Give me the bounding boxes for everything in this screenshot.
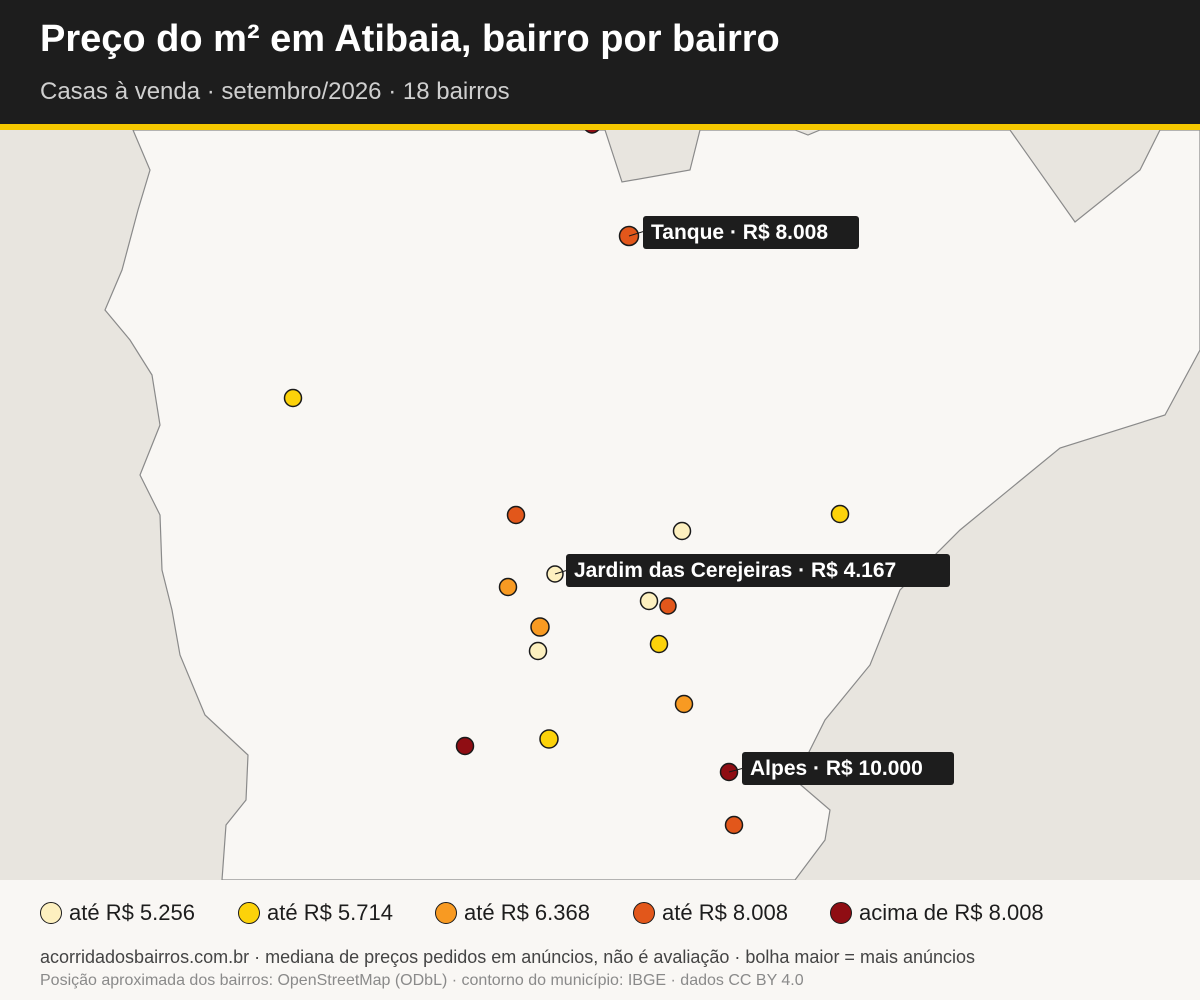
callout-tanque-label: Tanque · R$ 8.008 [651, 221, 828, 244]
legend-item-3: até R$ 6.368 [435, 898, 590, 928]
marker-neighborhood[interactable] [530, 617, 550, 637]
legend-item-5: acima de R$ 8.008 [830, 898, 1044, 928]
marker-neighborhood[interactable] [539, 729, 559, 749]
callout-alpes-label: Alpes · R$ 10.000 [750, 757, 923, 780]
marker-neighborhood[interactable] [528, 641, 548, 661]
legend-swatch [435, 902, 457, 924]
legend-swatch [238, 902, 260, 924]
marker-neighborhood[interactable] [830, 504, 850, 524]
marker-neighborhood[interactable] [455, 736, 475, 756]
page-title: Preço do m² em Atibaia, bairro por bairr… [40, 18, 780, 60]
marker-top-edge[interactable] [584, 130, 600, 134]
map-svg: Tanque · R$ 8.008 Jardim das Cerejeiras … [0, 130, 1200, 880]
price-legend: até R$ 5.256 até R$ 5.714 até R$ 6.368 a… [0, 880, 1200, 940]
header-bar: Preço do m² em Atibaia, bairro por bairr… [0, 0, 1200, 124]
legend-label: até R$ 8.008 [662, 900, 788, 925]
callout-tanque: Tanque · R$ 8.008 [628, 216, 859, 249]
marker-neighborhood[interactable] [674, 694, 694, 714]
callout-cerejeiras-label: Jardim das Cerejeiras · R$ 4.167 [574, 559, 896, 582]
footer-credits: Posição aproximada dos bairros: OpenStre… [40, 972, 804, 989]
marker-neighborhood[interactable] [506, 505, 526, 525]
legend-label: até R$ 5.714 [267, 900, 393, 925]
marker-neighborhood[interactable] [659, 597, 677, 615]
legend-item-2: até R$ 5.714 [238, 898, 393, 928]
legend-label: acima de R$ 8.008 [859, 900, 1044, 925]
legend-label: até R$ 6.368 [464, 900, 590, 925]
legend-label: até R$ 5.256 [69, 900, 195, 925]
legend-swatch [633, 902, 655, 924]
marker-neighborhood[interactable] [498, 577, 518, 597]
page-subtitle: Casas à venda · setembro/2026 · 18 bairr… [40, 78, 510, 105]
map-canvas: Tanque · R$ 8.008 Jardim das Cerejeiras … [0, 130, 1200, 880]
legend-swatch [830, 902, 852, 924]
accent-rule [0, 124, 1200, 130]
footer-source-note: acorridadosbairros.com.br · mediana de p… [40, 947, 976, 967]
marker-neighborhood[interactable] [649, 634, 669, 654]
legend-item-1: até R$ 5.256 [40, 898, 195, 928]
callout-alpes: Alpes · R$ 10.000 [728, 752, 954, 785]
municipality-boundary [104, 130, 1200, 880]
legend-item-4: até R$ 8.008 [633, 898, 788, 928]
callout-jardim-das-cerejeiras: Jardim das Cerejeiras · R$ 4.167 [554, 554, 950, 587]
marker-neighborhood[interactable] [639, 591, 659, 611]
marker-neighborhood[interactable] [724, 815, 744, 835]
legend-swatch [40, 902, 62, 924]
marker-neighborhood[interactable] [672, 521, 692, 541]
marker-neighborhood[interactable] [283, 388, 303, 408]
